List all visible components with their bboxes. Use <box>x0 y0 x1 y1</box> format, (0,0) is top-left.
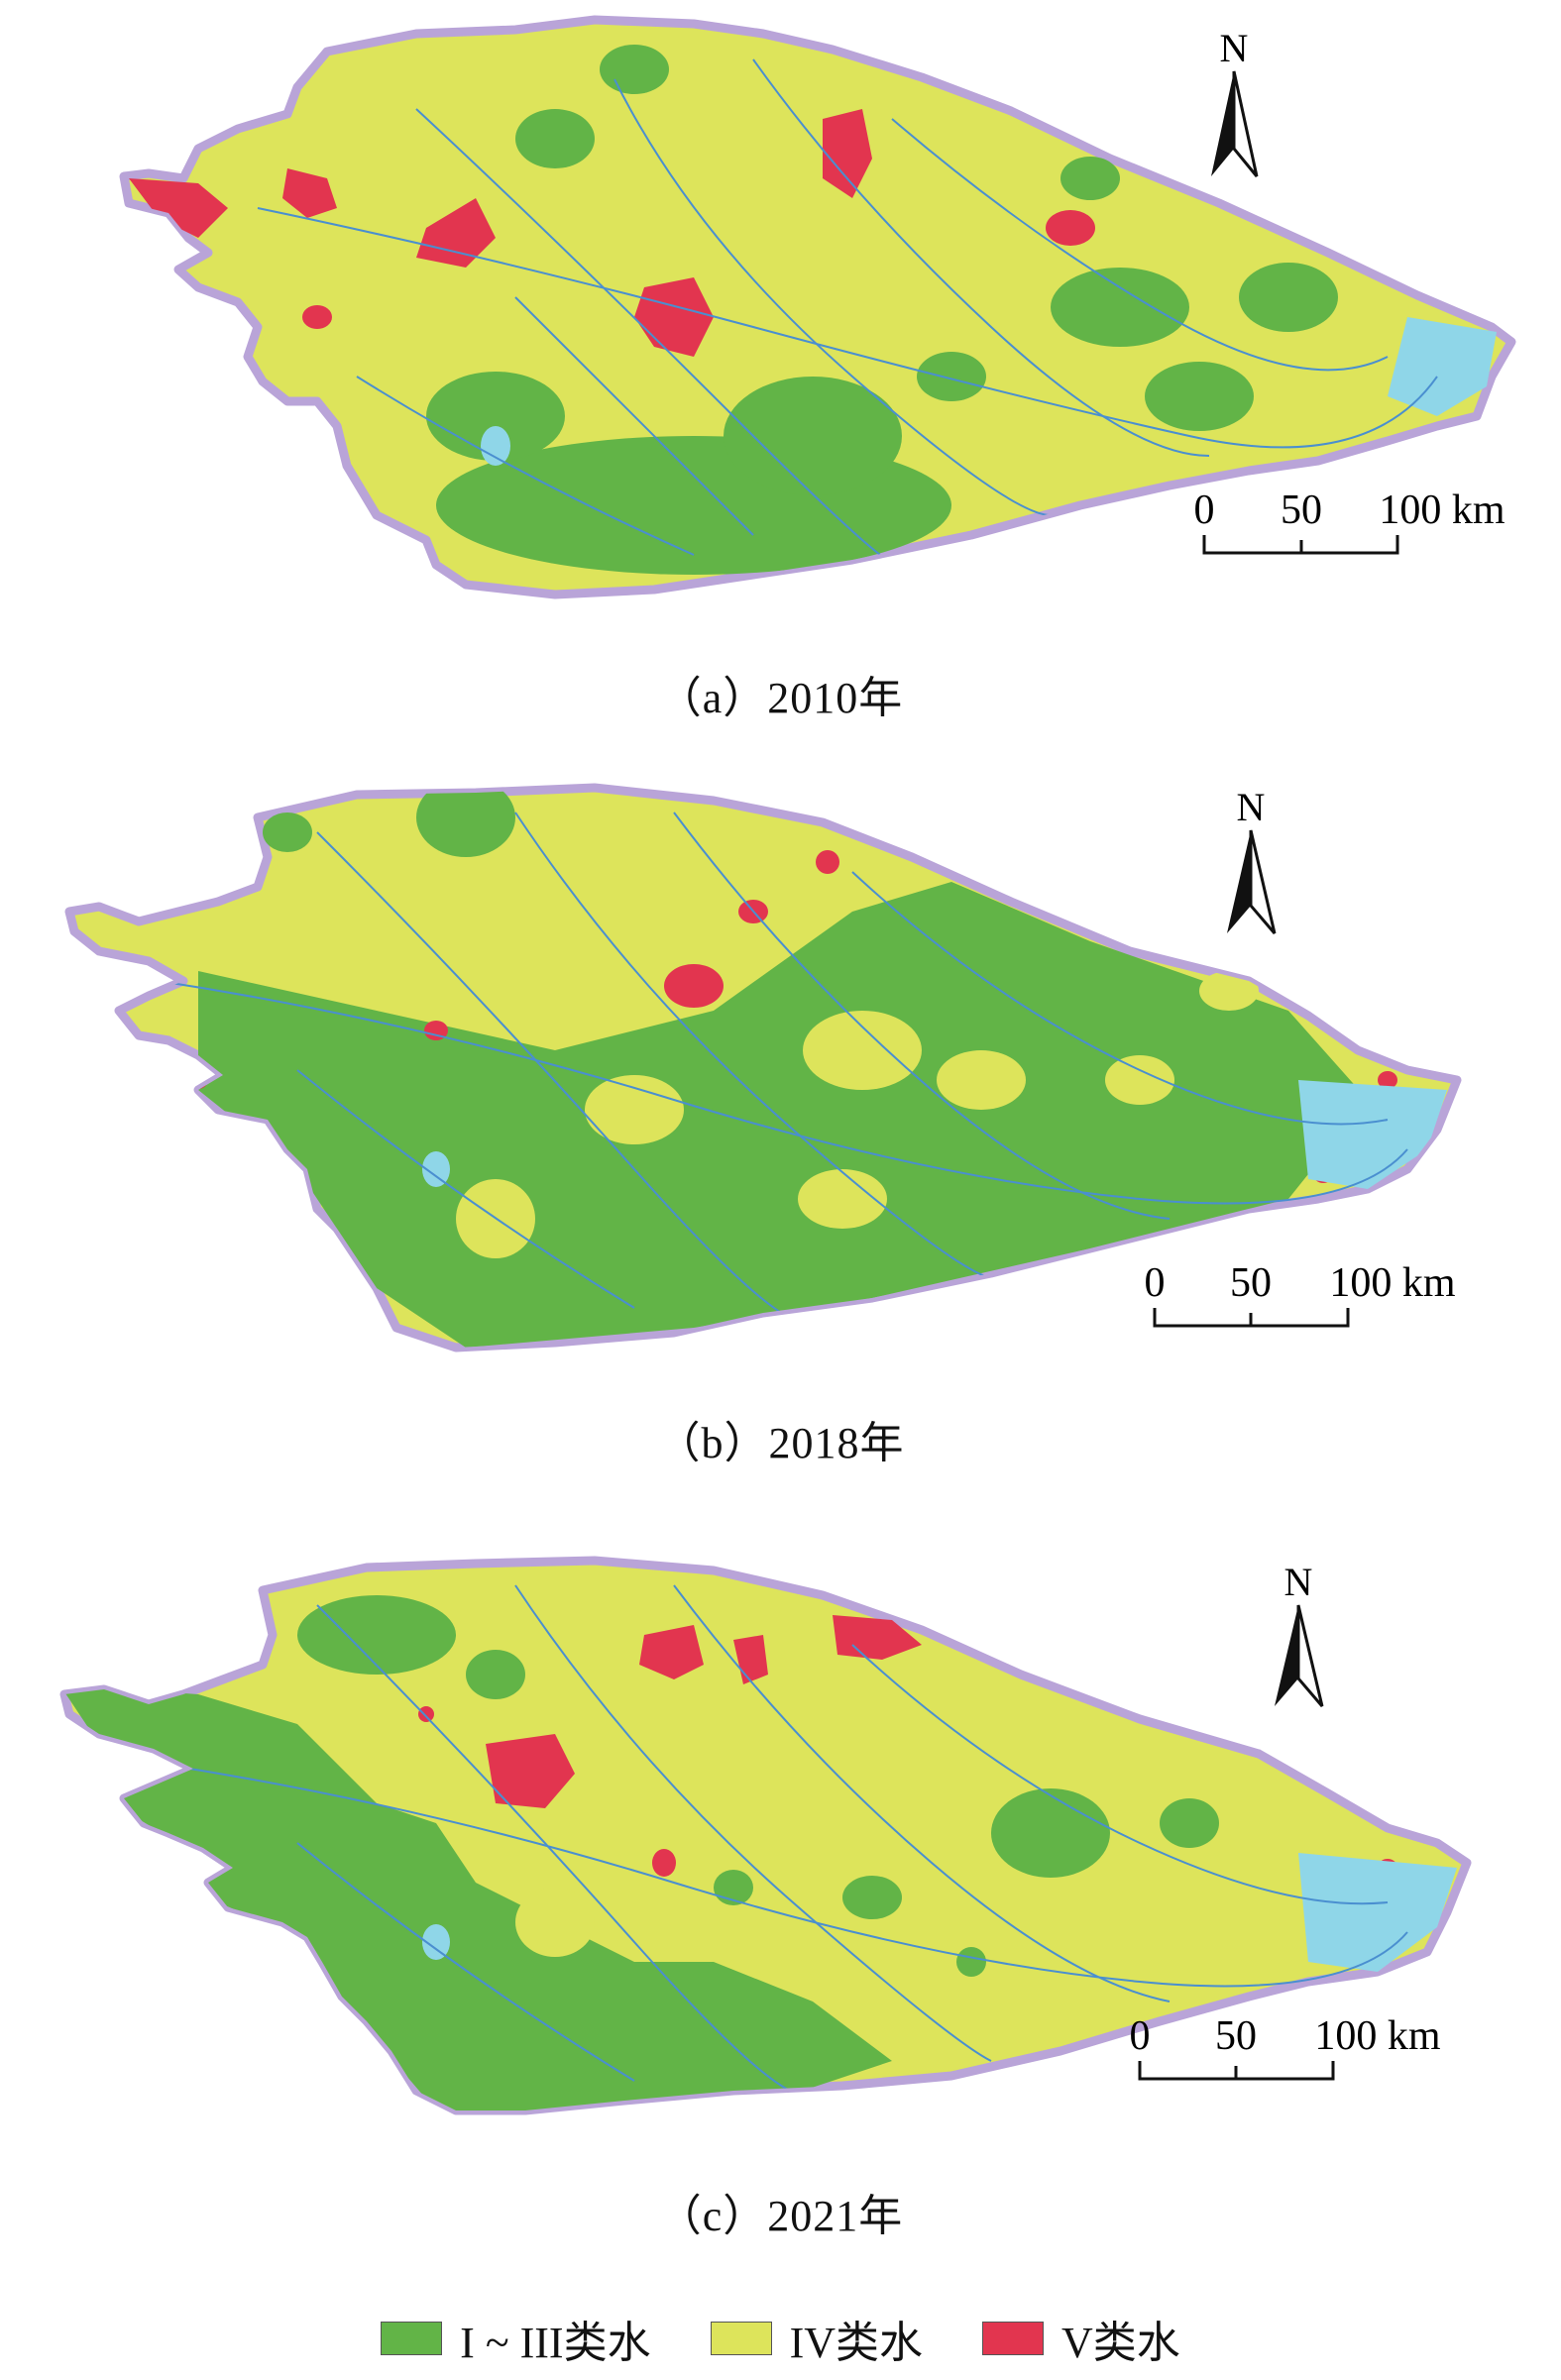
svg-text:100 km: 100 km <box>1314 2013 1441 2059</box>
svg-text:N: N <box>1220 26 1249 70</box>
svg-text:0: 0 <box>1194 487 1215 533</box>
scale-bar-2018: 0 50 100 km <box>1145 1260 1456 1328</box>
scale-bar-2010: 0 50 100 km <box>1194 487 1505 555</box>
caption-2018: （b）2018年 <box>656 1419 905 1467</box>
svg-text:50: 50 <box>1281 487 1322 533</box>
north-arrow-2021: N <box>1275 1560 1324 1707</box>
map-2018: N 0 50 100 km <box>64 783 1462 1352</box>
svg-text:0: 0 <box>1130 2013 1151 2059</box>
legend-swatch-class-1-3 <box>381 2322 443 2355</box>
svg-text:N: N <box>1237 785 1266 829</box>
map-2021: N 0 50 100 km <box>59 1556 1472 2115</box>
legend: I ~ III类水 IV类水 V类水 <box>0 2304 1561 2373</box>
legend-label-class-1-3: I ~ III类水 <box>460 2319 651 2367</box>
legend-label-class-4: IV类水 <box>789 2319 924 2367</box>
legend-item-class-4: IV类水 <box>710 2307 924 2370</box>
legend-item-class-5: V类水 <box>982 2307 1180 2370</box>
map-panel-2010: N 0 50 100 km （a）2010年 <box>0 0 1561 722</box>
map-2010: N 0 50 100 km <box>119 15 1516 599</box>
svg-text:50: 50 <box>1215 2013 1257 2059</box>
svg-text:N: N <box>1284 1560 1313 1604</box>
scale-bar-2021: 0 50 100 km <box>1130 2013 1441 2081</box>
caption-2010: （a）2010年 <box>657 674 904 722</box>
map-panel-2021: N 0 50 100 km （c）2021年 <box>0 1546 1561 2279</box>
zones-2018 <box>158 788 1447 1348</box>
legend-item-class-1-3: I ~ III类水 <box>381 2307 651 2370</box>
svg-text:100 km: 100 km <box>1329 1260 1456 1306</box>
svg-text:50: 50 <box>1230 1260 1272 1306</box>
zones-2010 <box>129 45 1497 575</box>
map-panel-2018: N 0 50 100 km （b）2018年 <box>0 773 1561 1486</box>
north-arrow-2010: N <box>1211 26 1259 177</box>
north-arrow-2018: N <box>1227 785 1277 934</box>
legend-swatch-class-4 <box>710 2322 772 2355</box>
caption-2021: （c）2021年 <box>657 2192 904 2240</box>
svg-text:0: 0 <box>1145 1260 1166 1306</box>
svg-text:100 km: 100 km <box>1379 487 1505 533</box>
legend-label-class-5: V类水 <box>1061 2319 1180 2367</box>
legend-swatch-class-5 <box>982 2322 1045 2355</box>
zones-2021 <box>64 1584 1457 2110</box>
